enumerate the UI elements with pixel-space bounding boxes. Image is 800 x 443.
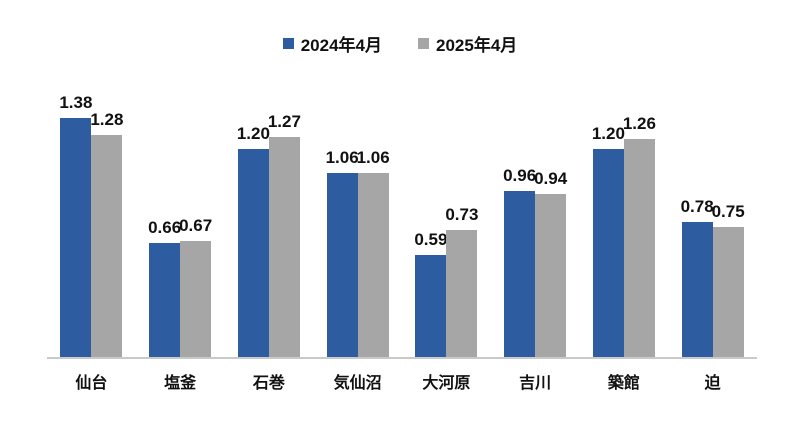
bar-group-8: 0.78 0.75 迫 xyxy=(668,97,757,392)
category-label: 築館 xyxy=(607,375,640,392)
bar-group-4: 1.06 1.06 気仙沼 xyxy=(313,97,402,392)
bar-pair: 1.06 1.06 xyxy=(326,148,390,357)
value-label: 1.38 xyxy=(59,93,93,112)
legend-item-2025: 2025年4月 xyxy=(418,31,517,56)
bar-pair: 0.96 0.94 xyxy=(503,166,567,357)
bar-group-3: 1.20 1.27 石巻 xyxy=(225,97,314,392)
bar-series-1: 0.59 xyxy=(414,230,447,357)
legend-item-2024: 2024年4月 xyxy=(282,31,382,56)
value-label: 0.75 xyxy=(711,202,745,221)
bar-pair: 0.59 0.73 xyxy=(414,205,478,357)
value-label: 0.94 xyxy=(534,169,568,188)
value-label: 0.78 xyxy=(680,197,714,216)
value-label: 1.20 xyxy=(591,124,625,143)
plot-area: 1.38 1.28 仙台 0.66 0.67 塩釜 1.20 1.27 石巻 1.06 1.06 気仙… xyxy=(47,93,757,392)
value-label: 1.26 xyxy=(622,114,656,133)
category-label: 大河原 xyxy=(422,375,471,392)
bar-series-2: 1.06 xyxy=(357,148,390,357)
bar-pair: 1.20 1.27 xyxy=(237,112,301,357)
legend-swatch-2024-icon xyxy=(282,38,294,49)
category-label: 仙台 xyxy=(75,375,108,392)
bar-series-1: 0.96 xyxy=(503,166,536,357)
value-label: 1.06 xyxy=(356,148,390,167)
value-label: 0.67 xyxy=(179,216,213,235)
value-label: 1.06 xyxy=(325,148,359,167)
bar-pair: 1.38 1.28 xyxy=(59,93,123,357)
bar-series-1: 1.20 xyxy=(592,124,625,357)
bar-pair: 0.66 0.67 xyxy=(148,216,212,357)
value-label: 1.20 xyxy=(236,124,270,143)
category-label: 迫 xyxy=(704,375,721,392)
chart-legend: 2024年4月 2025年4月 xyxy=(0,31,800,56)
bar-series-1: 1.06 xyxy=(326,148,359,357)
bar-series-1: 0.78 xyxy=(681,197,714,357)
bar-group-2: 0.66 0.67 塩釜 xyxy=(136,97,225,392)
bar-series-2: 1.28 xyxy=(90,110,123,357)
bar-series-1: 1.38 xyxy=(59,93,92,357)
value-label: 0.96 xyxy=(503,166,537,185)
legend-swatch-2025-icon xyxy=(418,38,429,49)
bar-series-2: 0.75 xyxy=(712,202,745,357)
category-label: 石巻 xyxy=(252,375,285,392)
bar-series-2: 0.67 xyxy=(179,216,212,357)
bar-series-2: 1.27 xyxy=(268,112,301,357)
legend-label-2024: 2024年4月 xyxy=(300,36,382,55)
legend-label-2025: 2025年4月 xyxy=(436,36,518,55)
category-label: 吉川 xyxy=(519,375,552,392)
category-label: 塩釜 xyxy=(164,375,197,392)
bar-pair: 1.20 1.26 xyxy=(592,114,656,357)
bar-group-5: 0.59 0.73 大河原 xyxy=(402,97,491,392)
value-label: 1.28 xyxy=(90,110,124,129)
bar-series-1: 1.20 xyxy=(237,124,270,357)
bar-series-2: 1.26 xyxy=(623,114,656,357)
bar-group-7: 1.20 1.26 築館 xyxy=(580,97,669,392)
value-label: 0.66 xyxy=(148,218,182,237)
category-label: 気仙沼 xyxy=(333,375,382,392)
bar-series-2: 0.73 xyxy=(445,205,478,357)
bar-group-6: 0.96 0.94 吉川 xyxy=(491,97,580,392)
bar-series-2: 0.94 xyxy=(534,169,567,357)
value-label: 0.73 xyxy=(445,205,479,224)
bar-series-1: 0.66 xyxy=(148,218,181,357)
bar-group-1: 1.38 1.28 仙台 xyxy=(47,93,136,392)
value-label: 1.27 xyxy=(267,112,301,131)
value-label: 0.59 xyxy=(414,230,448,249)
bar-pair: 0.78 0.75 xyxy=(681,197,745,357)
